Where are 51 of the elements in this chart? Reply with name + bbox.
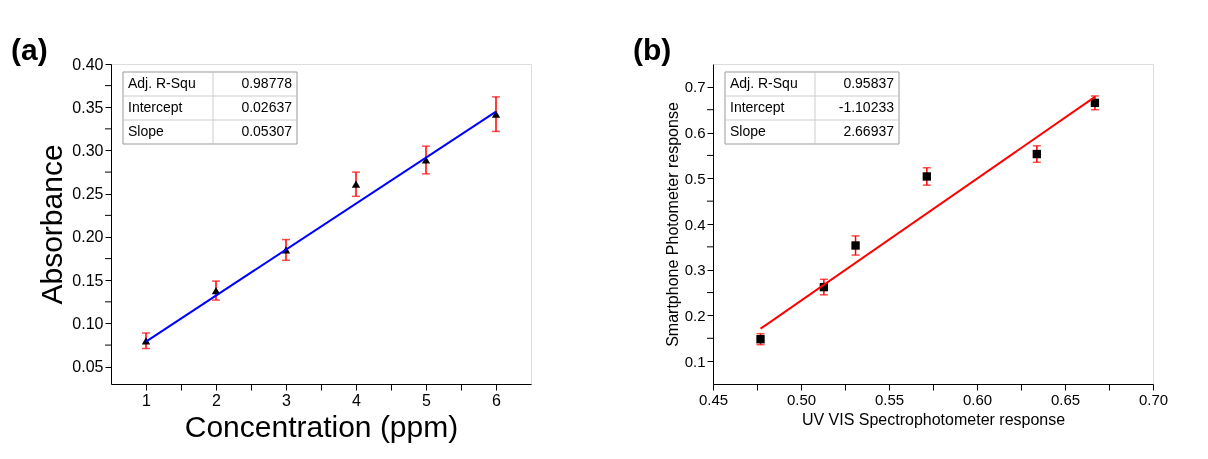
- annotation: Intercept: [730, 99, 785, 115]
- x-axis-title: Concentration (ppm): [184, 409, 459, 443]
- annotation: Slope: [730, 123, 767, 139]
- annotation: Adj. R-Squ: [128, 75, 196, 91]
- point: [421, 156, 431, 164]
- point: [351, 180, 361, 188]
- y-axis-title: Absorbance: [35, 144, 69, 305]
- text: (a): [11, 33, 48, 66]
- y-tick-label: 0.20: [72, 228, 104, 246]
- x-tick-label: 0.50: [786, 390, 817, 408]
- y-tick-label: 0.40: [72, 55, 104, 73]
- point: [922, 172, 932, 181]
- y-tick-label: 0.15: [72, 271, 104, 289]
- y-axis-title: Smartphone Photometer response: [663, 102, 681, 347]
- x-tick-label: 5: [422, 391, 432, 409]
- y-tick-label: 0.25: [72, 185, 104, 203]
- y-tick-label: 0.5: [684, 169, 706, 187]
- annotation: 0.02637: [241, 99, 293, 115]
- annotation: 0.98778: [241, 75, 293, 91]
- y-tick-label: 0.30: [72, 141, 104, 159]
- point: [1032, 149, 1042, 159]
- x-tick-label: 1: [142, 391, 152, 409]
- annotation: Adj. R-Squ: [730, 75, 798, 91]
- x-tick-label: 4: [352, 391, 362, 409]
- y-tick-label: 0.10: [72, 314, 104, 332]
- annotation: 0.95837: [843, 75, 895, 91]
- annotation: -1.10233: [838, 99, 895, 115]
- y-tick-label: 0.2: [684, 306, 706, 324]
- annotation: Slope: [128, 123, 165, 139]
- x-tick-label: 0.45: [698, 390, 729, 408]
- x-tick-label: 0.65: [1050, 390, 1081, 408]
- x-tick-label: 0.60: [962, 390, 993, 408]
- x-tick-label: 2: [212, 391, 222, 409]
- x-tick-label: 6: [492, 391, 502, 409]
- x-tick-label: 0.55: [874, 390, 905, 408]
- annotation: 2.66937: [843, 123, 895, 139]
- annotation: Intercept: [128, 99, 183, 115]
- y-tick-label: 0.6: [684, 124, 706, 142]
- y-tick-label: 0.7: [684, 78, 706, 96]
- y-tick-label: 0.05: [72, 358, 104, 376]
- annotation: 0.05307: [241, 123, 293, 139]
- point: [491, 110, 501, 118]
- x-tick-label: 0.70: [1138, 390, 1169, 408]
- y-tick-label: 0.35: [72, 98, 104, 116]
- point: [851, 241, 860, 250]
- y-tick-label: 0.3: [684, 261, 706, 279]
- y-tick-label: 0.1: [684, 352, 706, 370]
- text: (b): [633, 33, 672, 66]
- y-tick-label: 0.4: [684, 215, 706, 233]
- x-axis-title: UV VIS Spectrophotometer response: [801, 410, 1066, 428]
- x-tick-label: 3: [282, 391, 292, 409]
